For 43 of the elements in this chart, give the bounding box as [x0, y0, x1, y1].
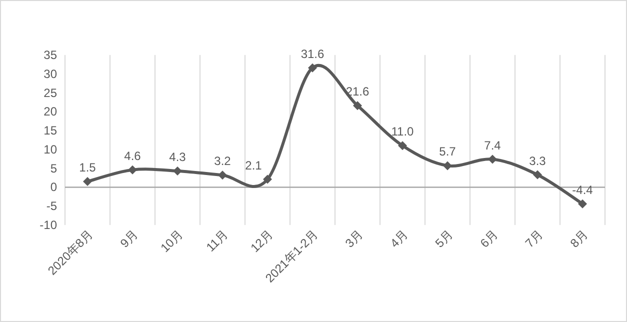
- data-label: 5.7: [439, 144, 456, 159]
- y-tick-label: 10: [44, 142, 58, 156]
- data-label: 31.6: [300, 46, 324, 61]
- point: [263, 174, 272, 184]
- point: [218, 170, 227, 180]
- y-tick-label: 25: [44, 86, 58, 100]
- point: [398, 141, 407, 150]
- y-tick-label: 20: [44, 104, 58, 119]
- y-tick-label: 15: [44, 124, 58, 138]
- y-tick-label: -10: [40, 218, 58, 232]
- y-tick-label: 0: [50, 180, 58, 194]
- point: [533, 170, 542, 180]
- x-tick-label: 11月: [203, 227, 231, 254]
- point: [83, 177, 92, 186]
- point: [173, 166, 182, 176]
- y-tick-label: 5: [50, 161, 58, 176]
- data-label: 3.2: [214, 154, 232, 168]
- data-label: 1.5: [79, 160, 96, 175]
- data-label: 7.4: [484, 138, 502, 152]
- data-label: -4.4: [572, 182, 594, 197]
- point: [308, 63, 317, 72]
- y-tick-label: 30: [44, 66, 58, 81]
- x-tick-label: 8月: [568, 227, 591, 250]
- x-tick-label: 3月: [342, 227, 366, 250]
- x-tick-label: 4月: [388, 227, 411, 250]
- point: [578, 199, 587, 208]
- x-tick-label: 10月: [158, 227, 186, 256]
- data-label: 4.3: [169, 150, 186, 164]
- point: [488, 154, 497, 164]
- data-label: 3.3: [529, 154, 546, 168]
- x-tick-label: 5月: [432, 227, 456, 250]
- point: [353, 101, 362, 110]
- data-label: 4.6: [124, 148, 142, 163]
- x-tick-label: 7月: [522, 227, 546, 250]
- point: [443, 161, 452, 170]
- y-tick-label: -5: [46, 199, 58, 214]
- data-label: 2.1: [245, 158, 262, 172]
- data-label: 11.0: [391, 124, 414, 139]
- x-tick-label: 12月: [248, 227, 276, 256]
- point: [128, 165, 137, 174]
- y-tick-label: 35: [44, 48, 58, 62]
- x-tick-label: 6月: [478, 227, 501, 250]
- x-tick-label: 9月: [118, 227, 141, 250]
